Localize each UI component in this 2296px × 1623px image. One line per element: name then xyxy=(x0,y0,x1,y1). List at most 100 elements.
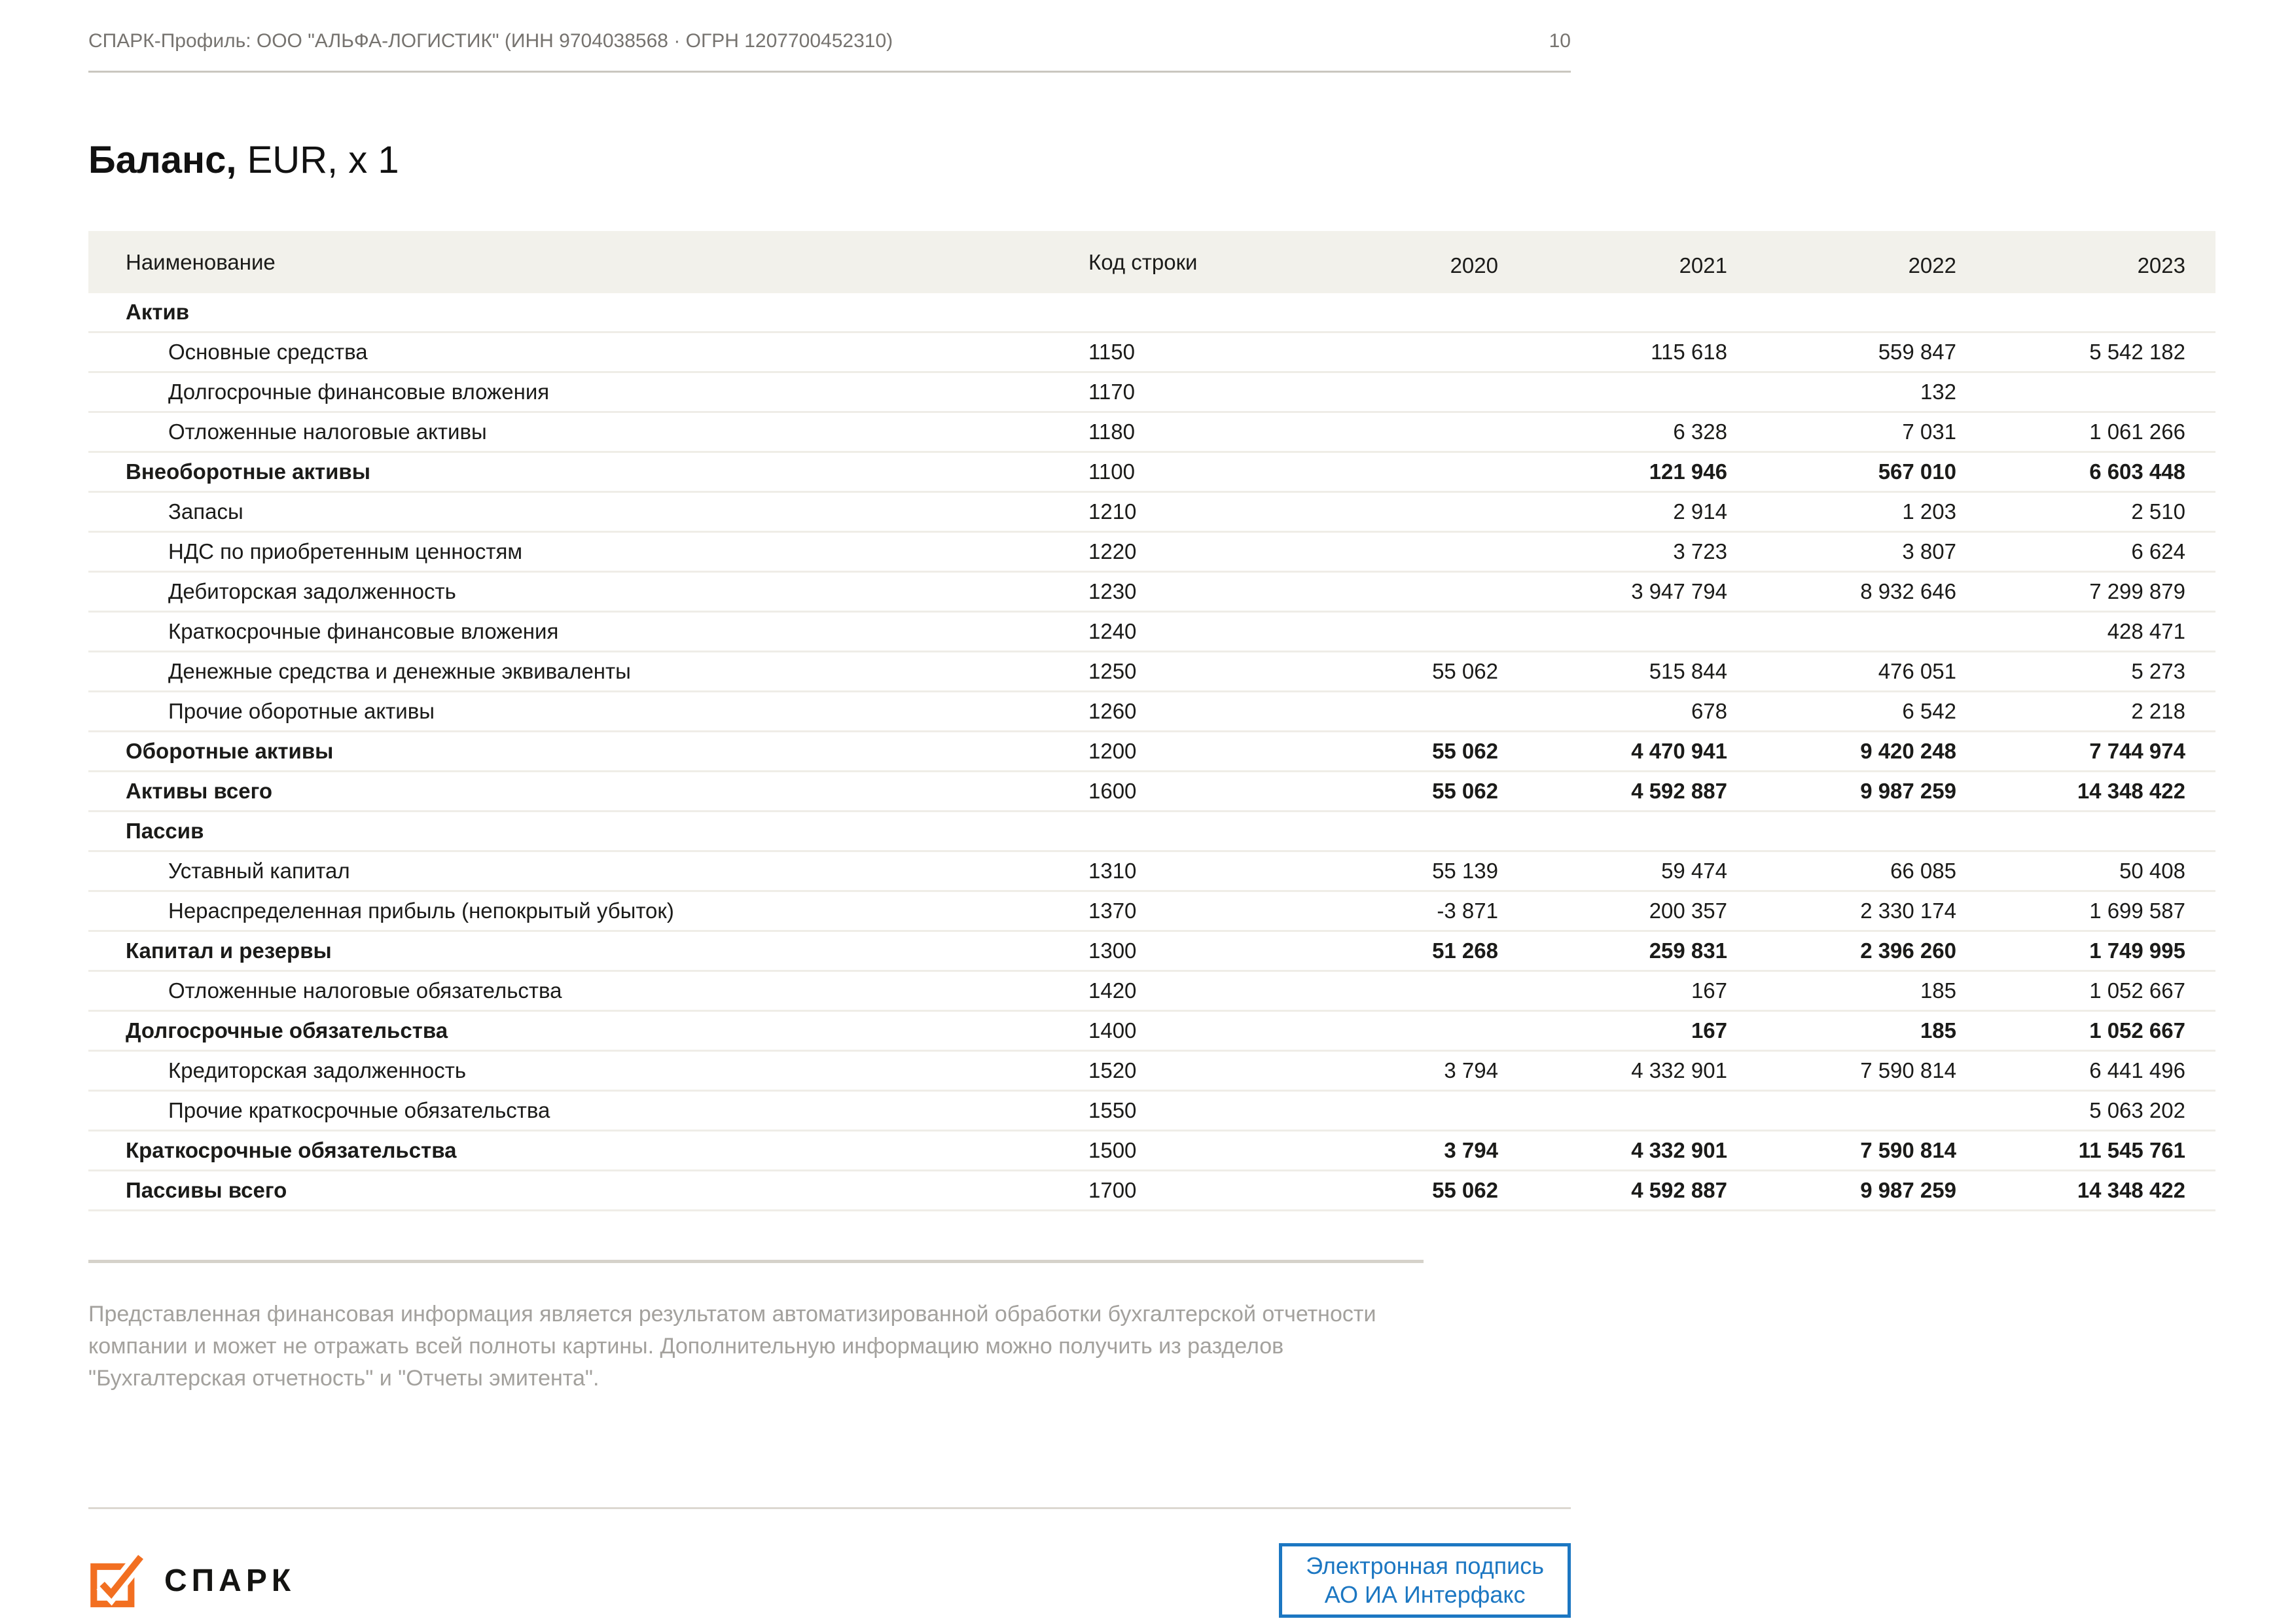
row-code: 1370 xyxy=(1088,899,1137,923)
table-row: Внеоборотные активы 1100 121 946 567 010 6 6… xyxy=(88,453,2215,493)
signature-stamp: Электронная подпись АО ИА Интерфакс xyxy=(1279,1543,1571,1618)
row-value-2022: 9 987 259 xyxy=(1860,1178,1956,1202)
row-label: Нераспределенная прибыль (непокрытый убы… xyxy=(168,899,674,923)
row-value-2023: 428 471 xyxy=(2107,619,2185,643)
row-code: 1310 xyxy=(1088,859,1137,883)
table-row: Пассивы всего 1700 55 062 4 592 887 9 987 25… xyxy=(88,1171,2215,1211)
footer-divider xyxy=(88,1507,1571,1509)
page-number: 10 xyxy=(1549,30,1571,52)
row-value-2022: 476 051 xyxy=(1878,659,1956,683)
section-divider xyxy=(88,1260,1424,1263)
row-code: 1520 xyxy=(1088,1058,1137,1082)
row-value-2022: 132 xyxy=(1920,380,1956,404)
row-value-2022: 559 847 xyxy=(1878,340,1956,364)
row-label: Отложенные налоговые обязательства xyxy=(168,978,562,1003)
checkmark-icon xyxy=(90,1552,147,1607)
row-value-2020: 55 062 xyxy=(1432,779,1498,803)
row-value-2021: 4 592 887 xyxy=(1631,1178,1727,1202)
table-row: Уставный капитал 1310 55 139 59 474 66 085 50… xyxy=(88,852,2215,892)
row-label: Уставный капитал xyxy=(168,859,350,883)
row-value-2023: 7 299 879 xyxy=(2089,579,2185,603)
row-label: Дебиторская задолженность xyxy=(168,579,456,603)
column-header-code: Код строки xyxy=(1088,249,1198,274)
row-value-2020: 3 794 xyxy=(1444,1138,1498,1162)
row-value-2020: 3 794 xyxy=(1444,1058,1498,1082)
row-label: Актив xyxy=(126,300,190,324)
row-value-2023: 6 441 496 xyxy=(2089,1058,2185,1082)
row-value-2023: 5 063 202 xyxy=(2089,1098,2185,1122)
row-code: 1700 xyxy=(1088,1178,1137,1202)
disclaimer-line: компании и может не отражать всей полнот… xyxy=(88,1334,1284,1359)
row-value-2021: 515 844 xyxy=(1649,659,1727,683)
table-row: Краткосрочные обязательства 1500 3 794 4 33… xyxy=(88,1132,2215,1171)
row-value-2021: 6 328 xyxy=(1673,419,1727,444)
row-value-2021: 2 914 xyxy=(1673,499,1727,524)
row-value-2022: 2 330 174 xyxy=(1860,899,1956,923)
row-value-2023: 1 052 667 xyxy=(2089,978,2185,1003)
table-row: Пассив xyxy=(88,812,2215,852)
disclaimer-line: "Бухгалтерская отчетность" и "Отчеты эми… xyxy=(88,1366,600,1391)
table-row: Долгосрочные обязательства 1400 167 185 1 05… xyxy=(88,1012,2215,1052)
table-body: Актив Основные средства 1150 115 618 559 847… xyxy=(88,293,2215,1211)
row-value-2022: 7 031 xyxy=(1902,419,1956,444)
table-row: Дебиторская задолженность 1230 3 947 794 8 … xyxy=(88,573,2215,613)
row-value-2022: 7 590 814 xyxy=(1860,1138,1956,1162)
row-value-2021: 121 946 xyxy=(1649,459,1727,484)
row-value-2021: 4 470 941 xyxy=(1631,739,1727,763)
row-value-2021: 4 332 901 xyxy=(1631,1058,1727,1082)
page-footer: СПАРК Электронная подпись АО ИА Интерфак… xyxy=(88,1543,1571,1618)
row-value-2023: 50 408 xyxy=(2119,859,2185,883)
row-code: 1300 xyxy=(1088,938,1137,963)
row-label: Кредиторская задолженность xyxy=(168,1058,467,1082)
row-value-2023: 5 273 xyxy=(2131,659,2185,683)
row-label: Пассивы всего xyxy=(126,1178,287,1202)
row-value-2023: 6 624 xyxy=(2131,539,2185,563)
table-row: Основные средства 1150 115 618 559 847 5 542… xyxy=(88,333,2215,373)
table-row: Кредиторская задолженность 1520 3 794 4 332… xyxy=(88,1052,2215,1092)
row-label: Краткосрочные обязательства xyxy=(126,1138,457,1162)
row-value-2021: 167 xyxy=(1691,978,1727,1003)
profile-header-text: СПАРК-Профиль: ООО "АЛЬФА-ЛОГИСТИК" (ИНН… xyxy=(88,30,893,52)
balance-table: Наименование Код строки 2020 2021 2022 2… xyxy=(88,231,2215,1211)
table-row: Отложенные налоговые активы 1180 6 328 7 03… xyxy=(88,413,2215,453)
row-label: Внеоборотные активы xyxy=(126,459,370,484)
row-value-2022: 1 203 xyxy=(1902,499,1956,524)
row-label: Краткосрочные финансовые вложения xyxy=(168,619,559,643)
table-row: Прочие краткосрочные обязательства 1550 5 … xyxy=(88,1092,2215,1132)
row-value-2022: 9 420 248 xyxy=(1860,739,1956,763)
column-header-2023: 2023 xyxy=(2137,253,2185,277)
row-value-2020: 55 062 xyxy=(1432,1178,1498,1202)
row-value-2020: -3 871 xyxy=(1437,899,1498,923)
row-value-2023: 2 510 xyxy=(2131,499,2185,524)
row-value-2021: 4 592 887 xyxy=(1631,779,1727,803)
row-label: Отложенные налоговые активы xyxy=(168,419,487,444)
row-value-2022: 6 542 xyxy=(1902,699,1956,723)
spark-logo: СПАРК xyxy=(88,1550,295,1611)
row-value-2023: 1 061 266 xyxy=(2089,419,2185,444)
row-value-2021: 678 xyxy=(1691,699,1727,723)
row-label: Денежные средства и денежные эквиваленты xyxy=(168,659,631,683)
page-title: Баланс, EUR, x 1 xyxy=(88,141,2296,180)
row-label: Долгосрочные обязательства xyxy=(126,1018,448,1043)
table-row: Денежные средства и денежные эквиваленты… xyxy=(88,652,2215,692)
page-title-main: Баланс, xyxy=(88,139,237,181)
row-label: Капитал и резервы xyxy=(126,938,332,963)
row-value-2023: 2 218 xyxy=(2131,699,2185,723)
row-value-2021: 167 xyxy=(1691,1018,1727,1043)
row-value-2020: 55 062 xyxy=(1432,659,1498,683)
table-row: Краткосрочные финансовые вложения 1240 428… xyxy=(88,613,2215,652)
row-label: Активы всего xyxy=(126,779,273,803)
disclaimer-text: Представленная финансовая информация явл… xyxy=(88,1298,1450,1395)
row-code: 1100 xyxy=(1088,459,1135,484)
row-code: 1210 xyxy=(1088,499,1137,524)
row-value-2020: 55 062 xyxy=(1432,739,1498,763)
spark-logo-text: СПАРК xyxy=(164,1563,296,1598)
row-value-2021: 115 618 xyxy=(1651,340,1727,364)
row-code: 1180 xyxy=(1088,419,1135,444)
row-value-2022: 7 590 814 xyxy=(1860,1058,1956,1082)
row-value-2023: 7 744 974 xyxy=(2089,739,2185,763)
row-code: 1420 xyxy=(1088,978,1137,1003)
row-value-2022: 567 010 xyxy=(1878,459,1956,484)
row-value-2021: 259 831 xyxy=(1649,938,1727,963)
row-code: 1500 xyxy=(1088,1138,1137,1162)
